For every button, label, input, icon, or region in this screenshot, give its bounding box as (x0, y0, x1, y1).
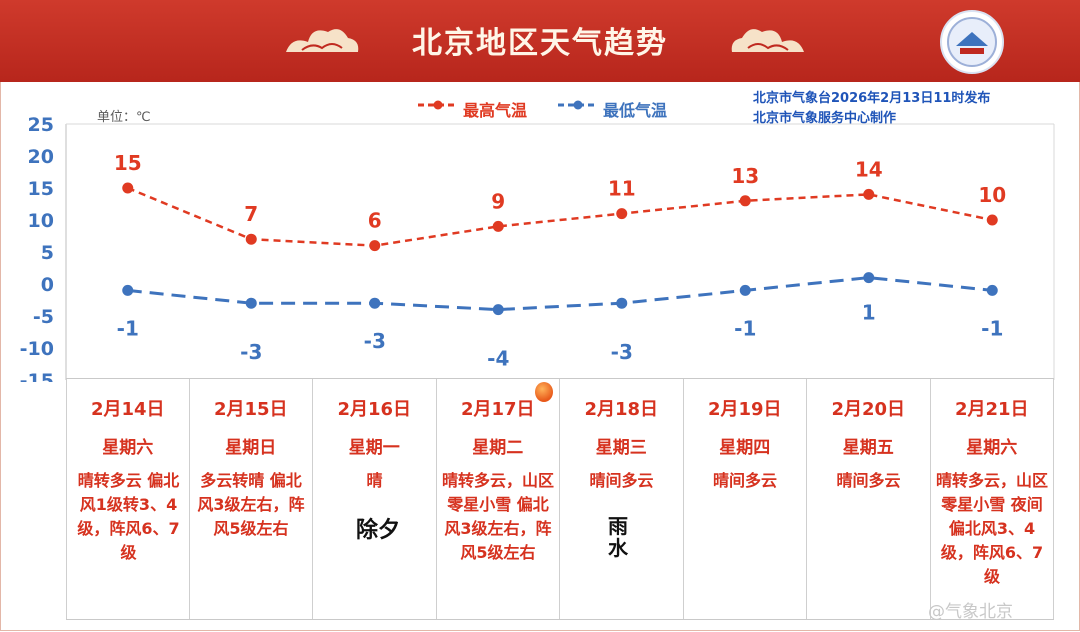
day-column: 2月20日星期五晴间多云 (807, 379, 931, 619)
y-tick-label: 15 (28, 178, 54, 200)
day-column: 2月18日星期三晴间多云 (560, 379, 684, 619)
issuer-line: 北京市气象台2026年2月13日11时发布 (753, 91, 991, 106)
high-temp-line (127, 186, 993, 247)
day-description: 晴间多云 (589, 471, 654, 490)
low-temp-point (245, 297, 257, 309)
day-column: 2月17日星期二晴转多云，山区零星小雪 偏北风3级左右，阵风5级左右 (437, 379, 560, 619)
y-tick-label: -10 (20, 338, 54, 360)
title-banner: 北京地区天气趋势 (0, 0, 1080, 82)
day-description: 晴间多云 (712, 471, 777, 490)
producer-line: 北京市气象服务中心制作 (753, 111, 897, 126)
low-temp-point (492, 304, 504, 316)
high-temp-point (245, 233, 257, 245)
low-temp-point (986, 284, 998, 296)
day-weekday: 星期六 (966, 438, 1018, 458)
y-tick-label: 10 (28, 210, 54, 232)
low-temp-label: -1 (734, 316, 756, 340)
day-date: 2月17日 (460, 399, 535, 420)
meteorological-logo-icon (940, 10, 1004, 74)
day-description: 晴 (366, 471, 383, 490)
low-temp-label: -1 (117, 316, 139, 340)
low-temp-point (739, 284, 751, 296)
low-temp-label: -3 (364, 329, 386, 353)
high-temp-label: 10 (978, 183, 1006, 207)
day-date: 2月21日 (954, 399, 1029, 420)
y-tick-label: 0 (41, 274, 54, 296)
high-temp-point (986, 214, 998, 226)
low-temp-label: -3 (611, 340, 633, 364)
day-column: 2月21日星期六晴转多云，山区零星小雪 夜间偏北风3、4级，阵风6、7级 (931, 379, 1054, 619)
low-temp-line (127, 276, 993, 312)
low-temp-point (616, 297, 628, 309)
high-temp-label: 13 (731, 164, 759, 188)
high-temp-label: 14 (855, 157, 883, 181)
legend-low-swatch (558, 100, 598, 110)
forecast-table: 2月14日 星期六 晴转多云 偏北风1级转3、4级，阵风6、7级 2月15日 星期日 多云… (66, 378, 1054, 620)
day-date: 2月18日 (584, 399, 659, 420)
high-temp-label: 11 (608, 177, 636, 201)
high-temp-point (492, 220, 504, 232)
day-date: 2月15日 (213, 399, 288, 420)
day-weekday: 星期五 (842, 438, 894, 458)
low-temp-point (369, 297, 381, 309)
day-description: 晴转多云，山区零星小雪 夜间偏北风3、4级，阵风6、7级 (935, 471, 1048, 586)
lantern-icon (535, 382, 553, 402)
high-temp-point (739, 195, 751, 207)
high-temp-label: 6 (368, 209, 382, 233)
auspicious-cloud-left-icon (286, 29, 359, 52)
day-date: 2月20日 (831, 399, 906, 420)
legend-high-swatch (418, 100, 458, 110)
high-temp-label: 15 (114, 151, 142, 175)
day-description: 晴转多云，山区零星小雪 偏北风3级左右，阵风5级左右 (441, 471, 554, 562)
day-weekday: 星期一 (348, 438, 400, 458)
legend-low-label: 最低气温 (603, 101, 668, 120)
day-description: 晴转多云 偏北风1级转3、4级，阵风6、7级 (77, 471, 180, 562)
day-weekday: 星期三 (595, 438, 647, 458)
legend-high-label: 最高气温 (463, 101, 528, 120)
low-temp-label: 1 (862, 301, 876, 325)
day-weekday: 星期二 (472, 438, 524, 458)
y-tick-label: 5 (41, 242, 54, 264)
high-temp-label: 9 (491, 189, 505, 213)
high-temp-point (369, 240, 381, 252)
day-date: 2月16日 (337, 399, 412, 420)
day-column: 2月15日星期日多云转晴 偏北风3级左右，阵风5级左右 (190, 379, 313, 619)
high-temp-point (122, 182, 134, 194)
unit-label: 单位：℃ (97, 110, 151, 125)
low-temp-label: -1 (981, 316, 1003, 340)
day-date: 2月14日 (90, 399, 165, 420)
day-weekday: 星期六 (102, 438, 154, 458)
day-column: 2月16日星期一晴 (313, 379, 437, 619)
day-column: 2月19日星期四晴间多云 (684, 379, 807, 619)
yushui-stamp: 雨水 (608, 514, 628, 560)
day-date: 2月19日 (707, 399, 782, 420)
chart-frame (0, 82, 1080, 631)
day-weekday: 星期四 (719, 438, 771, 458)
weibo-watermark: @气象北京 (928, 602, 1013, 622)
day-description: 晴间多云 (836, 471, 901, 490)
day-weekday: 星期日 (225, 438, 277, 458)
auspicious-cloud-right-icon (731, 29, 804, 52)
day-description: 多云转晴 偏北风3级左右，阵风5级左右 (197, 471, 305, 538)
y-tick-label: -15 (20, 370, 54, 382)
y-tick-label: 25 (28, 114, 54, 136)
high-temp-point (616, 208, 628, 220)
y-tick-label: -5 (33, 306, 54, 328)
high-temp-point (863, 188, 875, 200)
low-temp-label: -4 (487, 347, 509, 371)
high-temp-label: 7 (244, 202, 258, 226)
low-temp-point (122, 284, 134, 296)
temperature-chart: 25 20 15 10 5 0 -5 -10 -15 15 7 6 9 11 13 14 10 -1 -3 -3 -4 -… (20, 114, 1055, 382)
day-column: 2月14日星期六晴转多云 偏北风1级转3、4级，阵风6、7级 (66, 379, 190, 619)
low-temp-label: -3 (240, 340, 262, 364)
low-temp-point (863, 272, 875, 284)
chuxi-stamp: 除夕 (356, 517, 401, 543)
page-title: 北京地区天气趋势 (412, 26, 668, 61)
y-tick-label: 20 (28, 146, 54, 168)
